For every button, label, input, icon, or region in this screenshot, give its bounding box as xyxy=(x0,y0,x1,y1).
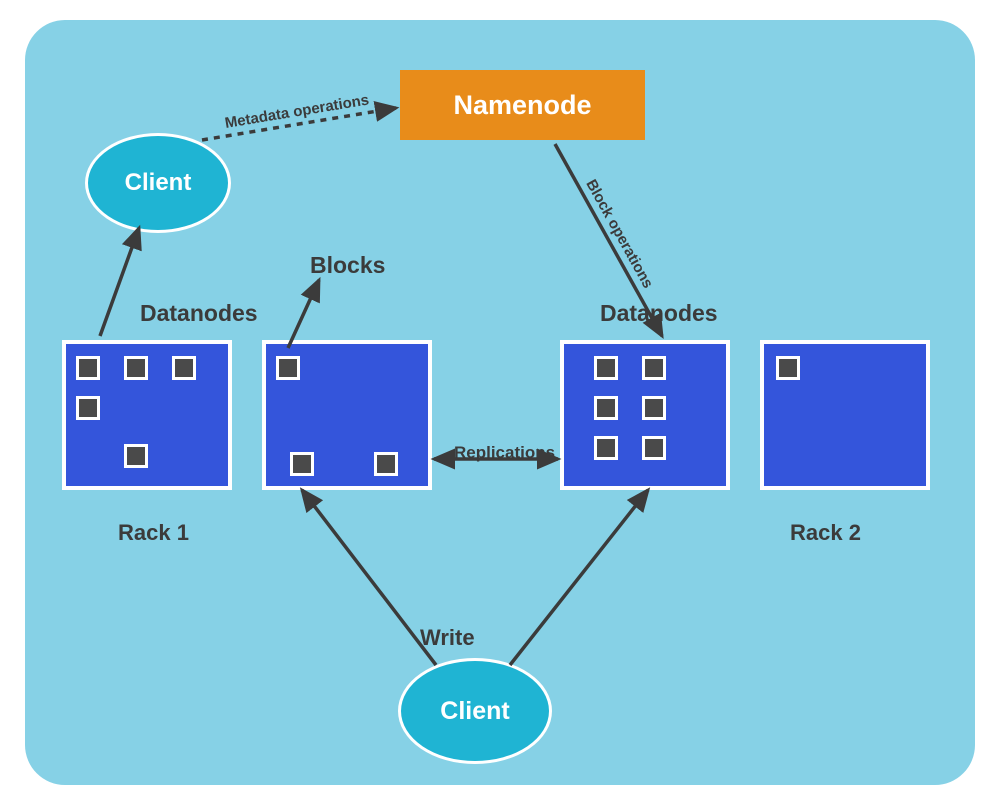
block xyxy=(642,396,666,420)
block xyxy=(594,356,618,380)
label-rack1: Rack 1 xyxy=(118,520,189,546)
label-blocks: Blocks xyxy=(310,252,385,279)
block xyxy=(124,356,148,380)
datanode-dn4 xyxy=(760,340,930,490)
label-rack2: Rack 2 xyxy=(790,520,861,546)
client-bottom: Client xyxy=(398,658,552,764)
block xyxy=(290,452,314,476)
block xyxy=(642,436,666,460)
namenode-box: Namenode xyxy=(400,70,645,140)
diagram-canvas: Namenode Client Client Datanodes Datanodes… xyxy=(0,0,1000,804)
datanode-dn2 xyxy=(262,340,432,490)
block xyxy=(276,356,300,380)
block xyxy=(76,356,100,380)
client-top: Client xyxy=(85,133,231,233)
block xyxy=(172,356,196,380)
block xyxy=(642,356,666,380)
label-write: Write xyxy=(420,625,475,651)
block xyxy=(374,452,398,476)
label-datanodes_left: Datanodes xyxy=(140,300,258,327)
block xyxy=(124,444,148,468)
block xyxy=(776,356,800,380)
label-replications: Replications xyxy=(454,443,555,463)
label-datanodes_right: Datanodes xyxy=(600,300,718,327)
datanode-dn3 xyxy=(560,340,730,490)
namenode-label: Namenode xyxy=(453,90,591,121)
block xyxy=(594,396,618,420)
block xyxy=(594,436,618,460)
datanode-dn1 xyxy=(62,340,232,490)
block xyxy=(76,396,100,420)
